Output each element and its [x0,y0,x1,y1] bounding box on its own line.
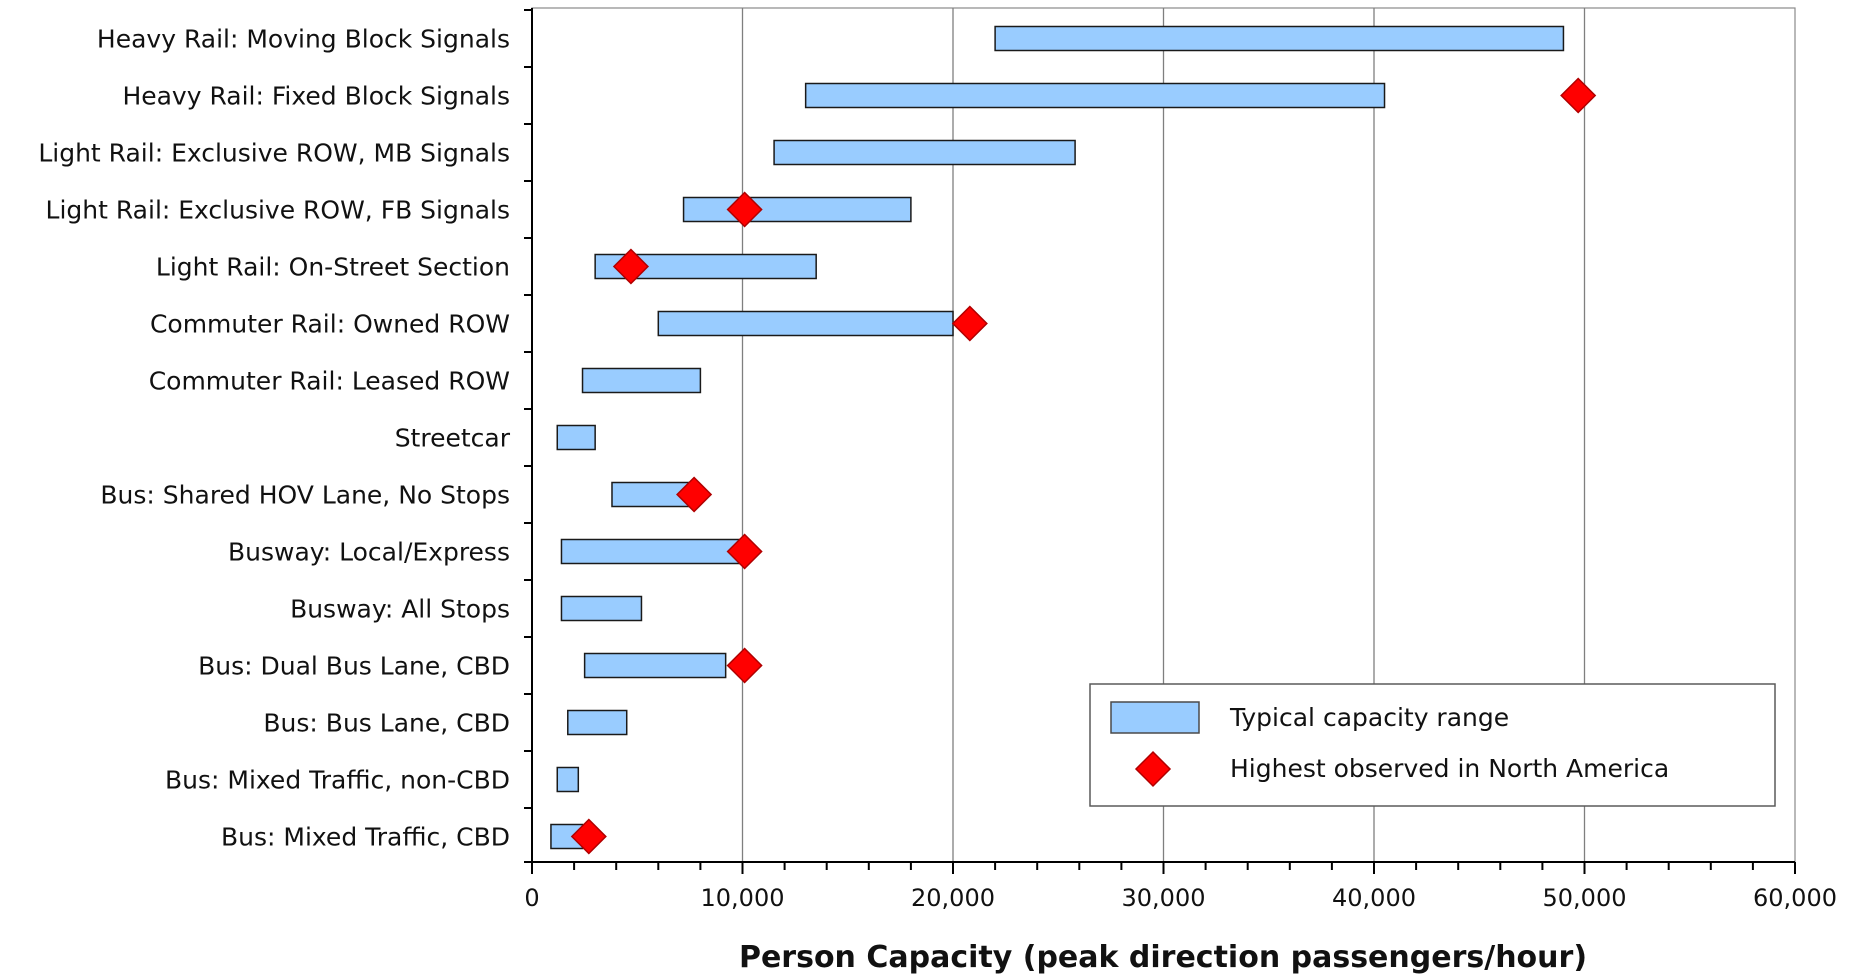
x-tick-labels: 0 10,000 20,000 30,000 40,000 50,000 60,000 [524,884,1837,912]
category-label: Commuter Rail: Owned ROW [150,310,510,339]
legend-box [1089,683,1776,807]
x-tick-label: 20,000 [911,884,995,912]
observed-marker [726,533,763,570]
range-bar [773,139,1076,166]
observed-marker [1560,77,1597,114]
range-bar [682,196,912,223]
x-tick-label: 0 [524,884,539,912]
range-bar [560,595,643,622]
x-tick-label: 40,000 [1332,884,1416,912]
legend-marker-swatch [1134,750,1172,788]
observed-marker [726,191,763,228]
category-label: Busway: Local/Express [228,538,510,567]
category-label: Bus: Dual Bus Lane, CBD [198,652,510,681]
category-label: Bus: Bus Lane, CBD [263,709,510,738]
legend-marker-label: Highest observed in North America [1230,754,1669,783]
category-label: Busway: All Stops [290,595,510,624]
x-tick-label: 10,000 [701,884,785,912]
observed-marker [726,647,763,684]
category-label: Bus: Mixed Traffic, CBD [221,823,510,852]
observed-marker [951,305,988,342]
range-bar [581,367,702,394]
range-bar [994,25,1565,52]
category-label: Commuter Rail: Leased ROW [149,367,510,396]
category-label: Light Rail: Exclusive ROW, FB Signals [46,196,510,225]
observed-markers [570,77,1597,855]
observed-marker [676,476,713,513]
axes [524,8,1796,874]
x-tick-label: 50,000 [1543,884,1627,912]
observed-marker [612,248,649,285]
range-bar [657,310,954,337]
range-bar [804,82,1386,109]
range-bar [556,424,596,451]
category-label: Light Rail: Exclusive ROW, MB Signals [38,139,510,168]
x-tick-label: 60,000 [1753,884,1837,912]
x-axis-title: Person Capacity (peak direction passenge… [739,940,1587,975]
category-label: Light Rail: On-Street Section [156,253,510,282]
range-bar [556,766,580,793]
category-label: Heavy Rail: Moving Block Signals [97,25,510,54]
range-bar [583,652,727,679]
observed-marker [570,818,607,855]
range-bar [560,538,744,565]
category-label: Heavy Rail: Fixed Block Signals [122,82,510,111]
category-label: Streetcar [395,424,511,453]
category-label: Bus: Mixed Traffic, non-CBD [165,766,510,795]
legend: Typical capacity range Highest observed … [1089,683,1776,807]
legend-bar-label: Typical capacity range [1229,703,1509,732]
category-label: Bus: Shared HOV Lane, No Stops [100,481,510,510]
category-labels: Heavy Rail: Moving Block Signals Heavy Ra… [38,25,510,852]
range-bar [567,709,628,736]
legend-bar-swatch [1110,701,1200,734]
x-tick-label: 30,000 [1122,884,1206,912]
